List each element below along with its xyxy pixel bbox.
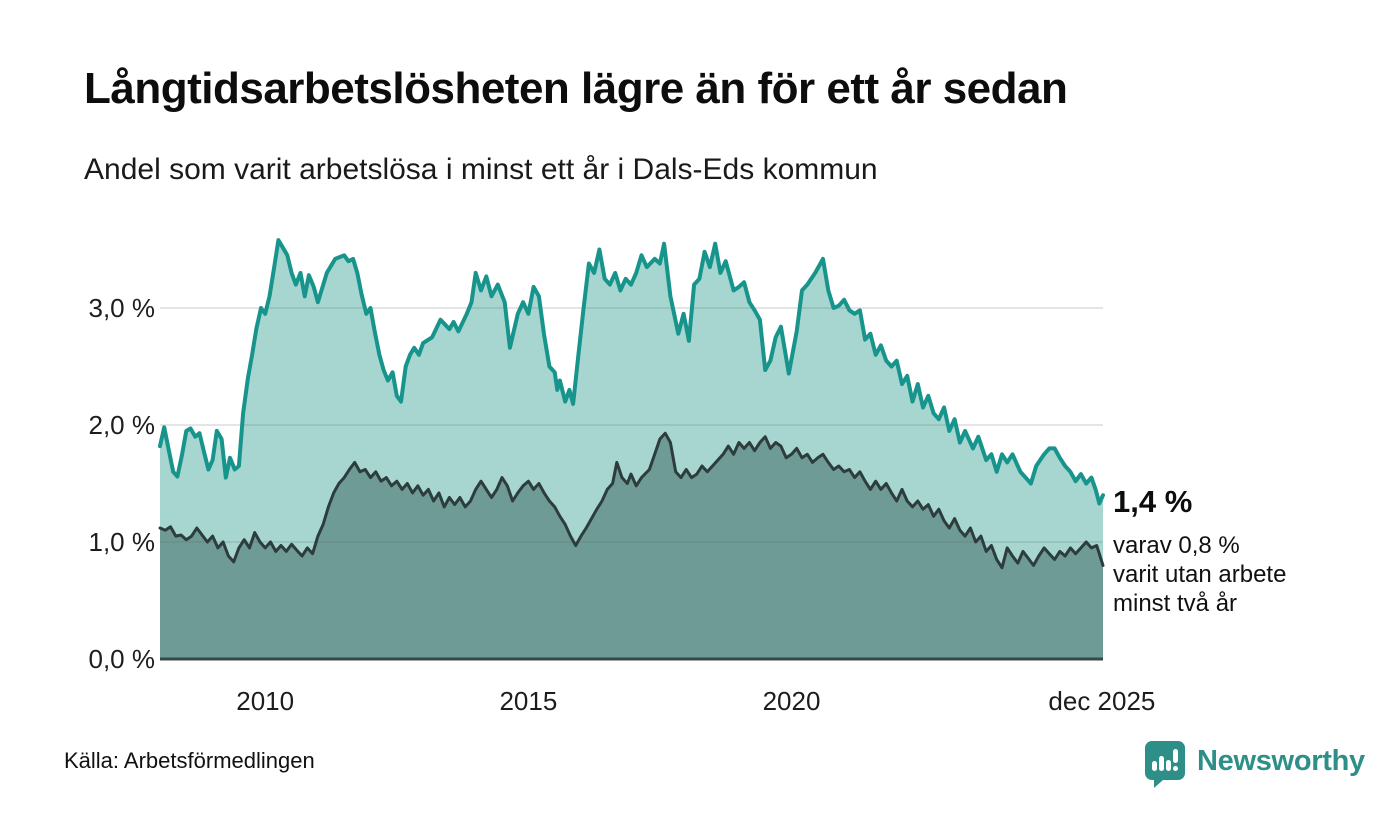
- area-fill-1: [160, 433, 1103, 659]
- newsworthy-logo-text: Newsworthy: [1197, 745, 1365, 777]
- x-tick-label: 2015: [499, 686, 557, 716]
- newsworthy-logo: Newsworthy: [1145, 741, 1365, 788]
- series-line-0: [158, 238, 1105, 506]
- y-tick-label: 2,0 %: [89, 410, 156, 440]
- x-tick-label: dec 2025: [1048, 686, 1155, 716]
- endpoint-sub-line-1: varav 0,8 %: [1113, 532, 1240, 559]
- x-tick-label: 2020: [763, 686, 821, 716]
- y-tick-label: 1,0 %: [89, 527, 156, 557]
- chart-title: Långtidsarbetslösheten lägre än för ett …: [84, 64, 1068, 113]
- endpoint-sub-line-3: minst två år: [1113, 590, 1238, 617]
- y-tick-label: 3,0 %: [89, 293, 156, 323]
- endpoint-sub-line-2: varit utan arbete: [1113, 561, 1287, 588]
- area-chart: 0,0 % 1,0 % 2,0 % 3,0 % 2010 2015 2020 dec 2025: [89, 238, 1155, 716]
- endpoint-value-label: 1,4 %: [1113, 484, 1193, 519]
- x-tick-label: 2010: [236, 686, 294, 716]
- endpoint-sub-label: varav 0,8 % varit utan arbete minst två …: [1113, 531, 1286, 618]
- source-label: Källa: Arbetsförmedlingen: [64, 748, 315, 773]
- y-tick-label: 0,0 %: [89, 644, 156, 674]
- chart-subtitle: Andel som varit arbetslösa i minst ett å…: [84, 153, 878, 186]
- series-line-1: [158, 431, 1105, 570]
- newsworthy-logo-icon: [1145, 741, 1185, 788]
